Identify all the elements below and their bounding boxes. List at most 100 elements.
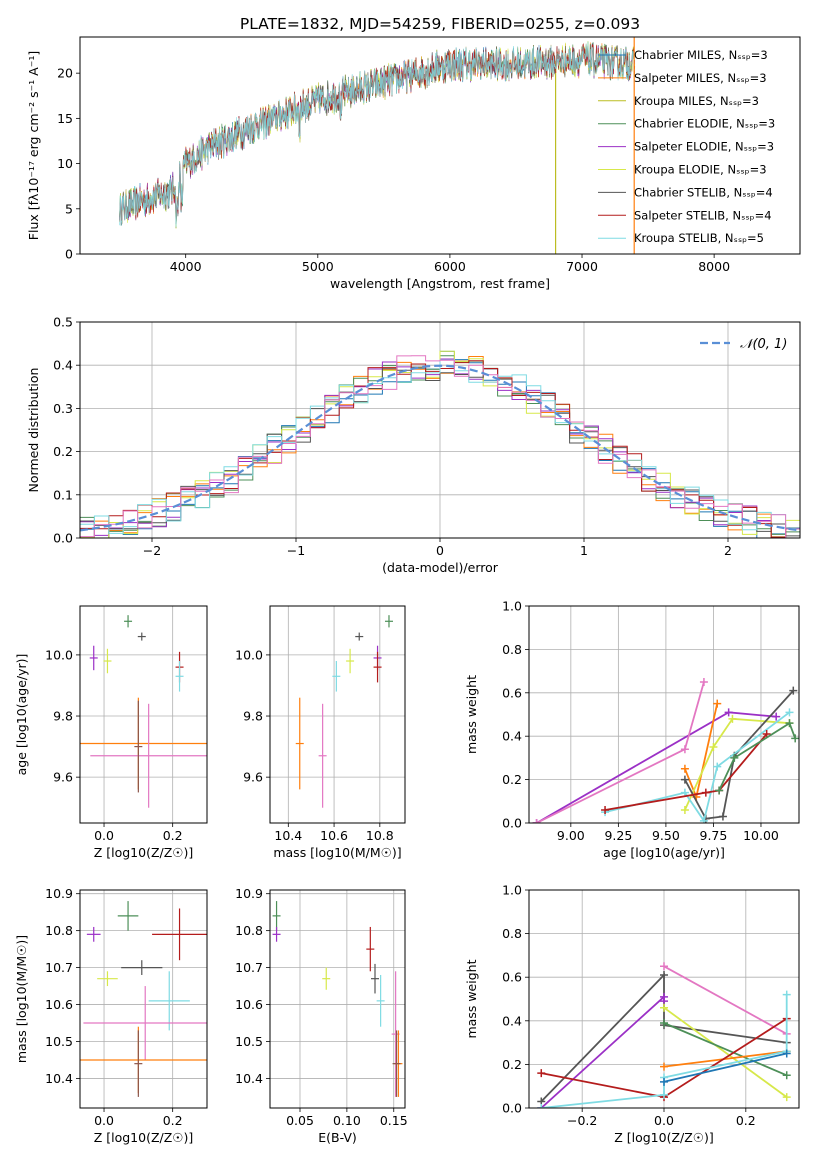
x-tick-label: 6000 bbox=[434, 259, 466, 274]
mass-weight-line bbox=[663, 1052, 787, 1083]
y-tick-label: 10.9 bbox=[45, 886, 73, 901]
mass-weight-marker bbox=[782, 1071, 791, 1080]
y-tick-label: 0.5 bbox=[53, 315, 73, 330]
spectrum-series-line bbox=[119, 41, 636, 227]
mass-weight-marker bbox=[537, 1069, 546, 1078]
mass-weight-line bbox=[663, 965, 788, 1035]
mass-weight-marker bbox=[724, 708, 733, 717]
y-tick-label: 10.7 bbox=[45, 960, 73, 975]
mass-weight-line bbox=[663, 1022, 788, 1077]
y-axis-label: mass weight bbox=[464, 959, 479, 1038]
mass-weight-marker bbox=[660, 1077, 668, 1086]
panel-spectrum: Chabrier MILES, Nₛₛₚ=3 Salpeter MILES, Nₛ… bbox=[26, 36, 801, 291]
y-tick-label: 0.1 bbox=[53, 487, 73, 502]
mass-weight-marker bbox=[785, 719, 794, 728]
mass-weight-marker bbox=[680, 764, 689, 773]
y-tick-label: 10.5 bbox=[235, 1034, 263, 1049]
mass-weight-line bbox=[540, 994, 665, 1108]
y-tick-label: 20 bbox=[57, 66, 73, 81]
mass-weight-marker bbox=[728, 714, 737, 723]
x-axis-label: Z [log10(Z/Z☉)] bbox=[94, 1130, 194, 1145]
errorbar-point bbox=[272, 901, 281, 931]
x-tick-label: 0.2 bbox=[163, 828, 183, 843]
y-tick-label: 0.6 bbox=[502, 970, 522, 985]
y-tick-label: 10.0 bbox=[45, 647, 73, 662]
plot-area bbox=[537, 962, 791, 1108]
mass-weight-marker bbox=[532, 819, 541, 823]
mass-weight-marker bbox=[660, 1062, 668, 1071]
spectrum-series-line bbox=[119, 42, 636, 221]
mass-weight-marker bbox=[660, 1090, 668, 1099]
y-tick-label: 0.6 bbox=[502, 685, 522, 700]
x-tick-label: 7000 bbox=[566, 259, 598, 274]
mass-weight-marker bbox=[789, 686, 798, 695]
panel-mass_vs_ebv: 0.05 0.10 0.15 10.4 10.5 10.6 10.7 10.8 10.9 E(B-… bbox=[235, 886, 408, 1145]
panel-age_vs_mass: 10.4 10.6 10.8 9.6 9.8 10.0 mass [log10(M/M☉)] bbox=[235, 605, 406, 860]
panel-mass_weight_vs_Z: −0.2 0.0 0.2 0.0 0.2 0.4 0.6 0.8 1.0 Z [log10(Z/Z… bbox=[464, 883, 800, 1145]
mass-weight-marker bbox=[680, 775, 689, 784]
legend-label: Salpeter STELIB, Nₛₛₚ=4 bbox=[634, 208, 772, 222]
x-tick-label: 0.2 bbox=[736, 1113, 756, 1128]
y-tick-label: 10.4 bbox=[235, 1071, 263, 1086]
y-tick-label: 10.8 bbox=[45, 923, 73, 938]
errorbar-point bbox=[373, 651, 382, 683]
mass-weight-marker bbox=[713, 699, 722, 708]
errorbar-point bbox=[295, 697, 304, 790]
x-tick-label: 9.50 bbox=[652, 828, 680, 843]
x-tick-label: 0.0 bbox=[94, 1113, 114, 1128]
mass-weight-marker bbox=[782, 1093, 791, 1102]
legend-label: Kroupa STELIB, Nₛₛₚ=5 bbox=[634, 231, 764, 245]
x-tick-label: −2 bbox=[143, 543, 161, 558]
mass-weight-marker bbox=[660, 1003, 668, 1012]
x-tick-label: 10.8 bbox=[366, 828, 394, 843]
errorbar-point bbox=[124, 615, 133, 628]
mass-weight-marker bbox=[718, 812, 727, 821]
mass-weight-marker bbox=[660, 1018, 668, 1027]
mass-weight-marker bbox=[713, 762, 722, 771]
errorbar-point bbox=[117, 901, 139, 931]
axes-frame bbox=[269, 889, 406, 1109]
y-tick-label: 0.3 bbox=[53, 401, 73, 416]
mass-weight-marker bbox=[680, 788, 689, 797]
y-tick-label: 0.2 bbox=[53, 444, 73, 459]
errorbar-point bbox=[272, 926, 281, 942]
errorbar-point bbox=[89, 645, 98, 671]
errorbar-point bbox=[134, 700, 143, 793]
axes-frame bbox=[269, 605, 406, 824]
x-tick-label: 4000 bbox=[170, 259, 202, 274]
y-tick-label: 1.0 bbox=[502, 883, 522, 898]
legend-label: Chabrier ELODIE, Nₛₛₚ=3 bbox=[634, 117, 775, 131]
axes-frame bbox=[79, 605, 208, 824]
y-tick-label: 0 bbox=[65, 247, 73, 262]
y-tick-label: 10.6 bbox=[45, 997, 73, 1012]
y-tick-label: 0.2 bbox=[502, 1057, 522, 1072]
mass-weight-marker bbox=[699, 816, 708, 823]
x-tick-label: 9.75 bbox=[700, 828, 728, 843]
y-tick-label: 10 bbox=[57, 156, 73, 171]
mass-weight-marker bbox=[730, 753, 739, 762]
errorbar-point bbox=[322, 967, 331, 990]
errorbar-point bbox=[83, 986, 207, 1060]
mass-weight-marker bbox=[660, 962, 668, 971]
y-axis-label: Normed distribution bbox=[26, 368, 41, 493]
y-tick-label: 5 bbox=[65, 201, 73, 216]
errorbar-point bbox=[86, 926, 101, 942]
x-tick-label: 0.15 bbox=[380, 1113, 408, 1128]
legend-label: Kroupa MILES, Nₛₛₚ=3 bbox=[634, 94, 759, 108]
x-tick-label: −0.2 bbox=[567, 1113, 597, 1128]
plot-area bbox=[80, 901, 207, 1097]
plot-area bbox=[80, 615, 207, 808]
legend-label: Salpeter MILES, Nₛₛₚ=3 bbox=[634, 71, 767, 85]
mass-weight-line bbox=[663, 1050, 787, 1068]
legend-label: Chabrier MILES, Nₛₛₚ=3 bbox=[634, 48, 768, 62]
errorbar-point bbox=[134, 1030, 143, 1097]
errorbar-point bbox=[137, 632, 146, 641]
x-axis-label: mass [log10(M/M☉)] bbox=[273, 845, 401, 860]
panel-age_vs_Z: 0.0 0.2 9.6 9.8 10.0 Z [log10(Z/Z☉)] age [log1… bbox=[14, 605, 208, 860]
y-axis-label: mass weight bbox=[464, 675, 479, 754]
x-tick-label: 5000 bbox=[302, 259, 334, 274]
panel-mass_vs_Z: 0.0 0.2 10.4 10.5 10.6 10.7 10.8 10.9 Z [log10(Z… bbox=[14, 886, 208, 1145]
axes-frame bbox=[528, 605, 800, 824]
mass-weight-line bbox=[684, 717, 790, 811]
